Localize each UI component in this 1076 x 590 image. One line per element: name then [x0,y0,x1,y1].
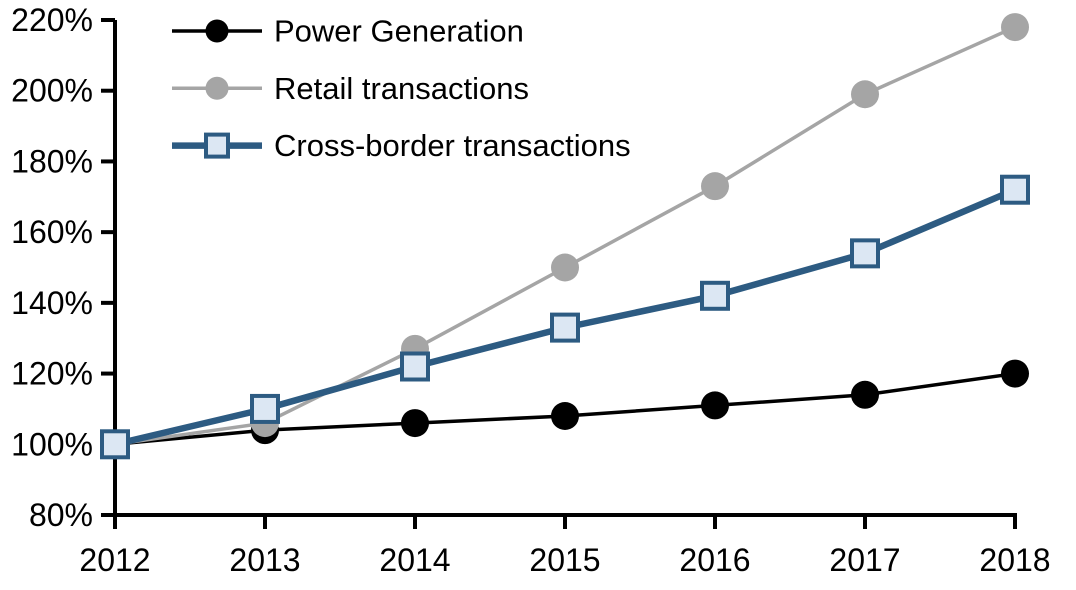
legend-item-retail-transactions: Retail transactions [172,71,529,106]
data-point-marker [550,312,580,343]
data-point-marker [1001,359,1029,388]
data-point-marker [100,429,130,460]
legend-item-cross-border-transactions: Cross-border transactions [172,128,631,163]
data-point-marker [700,280,730,311]
series-power-generation [101,359,1029,459]
x-tick-label: 2017 [829,542,900,578]
y-tick-label: 220% [11,2,93,38]
legend-marker-power-generation [205,19,229,43]
data-point-marker [851,380,879,409]
legend-marker-retail-transactions [205,76,229,100]
data-point-marker [701,391,729,420]
data-point-marker [701,172,729,201]
y-tick-label: 100% [11,426,93,462]
legend-label: Power Generation [274,14,524,49]
x-tick-label: 2014 [379,542,450,578]
data-point-marker [551,253,579,282]
x-tick-label: 2018 [979,542,1050,578]
legend-marker-cross-border-transactions [204,132,230,159]
legend-label: Cross-border transactions [274,128,631,163]
y-tick-label: 200% [11,73,93,109]
y-tick-label: 180% [11,143,93,179]
x-tick-label: 2015 [529,542,600,578]
y-tick-label: 160% [11,214,93,250]
y-tick-label: 80% [29,497,93,533]
x-tick-label: 2016 [679,542,750,578]
data-point-marker [851,80,879,109]
x-tick-label: 2013 [229,542,300,578]
data-point-marker [1000,174,1030,205]
legend-item-power-generation: Power Generation [172,14,524,49]
legend-label: Retail transactions [274,71,529,106]
series-cross-border-transactions [100,174,1030,460]
data-point-marker [1001,13,1029,42]
data-point-marker [850,238,880,269]
y-tick-label: 120% [11,356,93,392]
legend: Power Generation Retail transactions Cross… [172,14,631,163]
x-tick-label: 2012 [79,542,150,578]
data-point-marker [250,393,280,424]
data-point-marker [400,351,430,382]
y-tick-label: 140% [11,285,93,321]
data-point-marker [401,409,429,438]
data-point-marker [551,402,579,430]
